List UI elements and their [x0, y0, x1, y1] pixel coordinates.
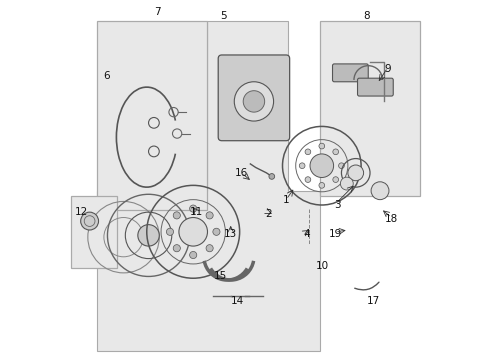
Circle shape — [167, 228, 173, 235]
Circle shape — [319, 183, 325, 188]
Circle shape — [206, 212, 213, 219]
Text: 2: 2 — [265, 209, 271, 219]
Text: 11: 11 — [190, 207, 203, 217]
FancyBboxPatch shape — [358, 78, 393, 96]
Text: 17: 17 — [367, 296, 380, 306]
Circle shape — [371, 182, 389, 200]
Text: 15: 15 — [213, 271, 226, 282]
Circle shape — [305, 177, 311, 183]
Text: 7: 7 — [154, 7, 161, 17]
FancyBboxPatch shape — [333, 64, 368, 82]
Polygon shape — [97, 21, 320, 351]
Text: 3: 3 — [335, 200, 341, 210]
Circle shape — [333, 177, 339, 183]
Circle shape — [333, 149, 339, 155]
FancyBboxPatch shape — [218, 55, 290, 141]
Circle shape — [179, 217, 207, 246]
Circle shape — [319, 143, 325, 149]
Circle shape — [173, 245, 180, 252]
Text: 12: 12 — [75, 207, 88, 217]
Text: 10: 10 — [317, 261, 329, 271]
Circle shape — [206, 245, 213, 252]
Circle shape — [81, 212, 98, 230]
Circle shape — [310, 154, 334, 177]
Circle shape — [305, 149, 311, 155]
Circle shape — [173, 212, 180, 219]
Circle shape — [243, 91, 265, 112]
Bar — [97, 21, 207, 210]
Circle shape — [138, 225, 159, 246]
Circle shape — [339, 163, 344, 168]
Circle shape — [341, 177, 353, 190]
Text: 5: 5 — [220, 11, 227, 21]
Circle shape — [234, 82, 273, 121]
Bar — [71, 196, 117, 267]
Text: 1: 1 — [283, 195, 290, 204]
Text: 4: 4 — [303, 229, 310, 239]
Text: 13: 13 — [224, 229, 237, 239]
Text: 6: 6 — [103, 71, 110, 81]
Text: 8: 8 — [363, 11, 370, 21]
Text: 14: 14 — [231, 296, 245, 306]
Text: 16: 16 — [235, 168, 248, 178]
Text: 9: 9 — [385, 64, 391, 74]
Circle shape — [190, 251, 197, 258]
Text: 19: 19 — [328, 229, 342, 239]
Circle shape — [190, 205, 197, 212]
Bar — [320, 21, 420, 196]
Circle shape — [213, 228, 220, 235]
Circle shape — [299, 163, 305, 168]
Circle shape — [348, 165, 364, 181]
Circle shape — [269, 174, 275, 179]
Text: 18: 18 — [385, 214, 398, 224]
